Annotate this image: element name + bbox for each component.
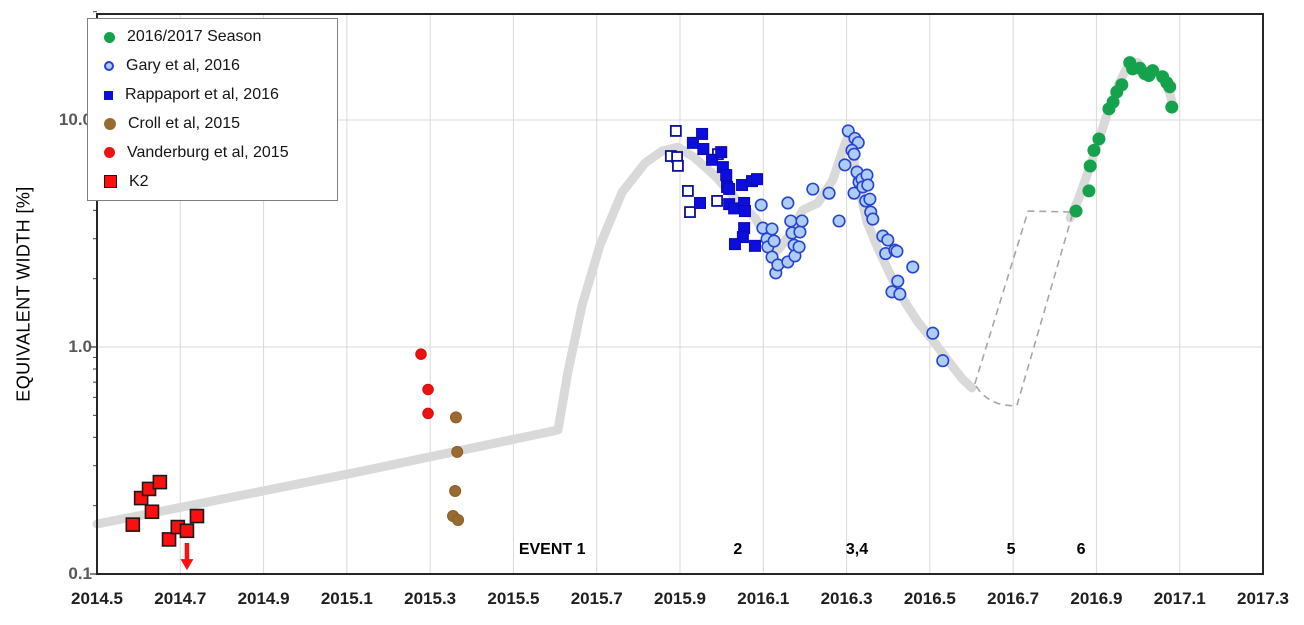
data-point (891, 274, 905, 288)
data-point (452, 513, 465, 526)
data-point (669, 125, 682, 137)
data-point (754, 198, 768, 212)
data-point (693, 196, 706, 209)
data-point (728, 202, 741, 215)
data-point (751, 173, 764, 186)
data-point (1082, 184, 1096, 198)
data-point (847, 147, 861, 161)
data-point (832, 214, 846, 228)
series-vanderburg-et-al-2015 (415, 348, 434, 420)
data-point (152, 474, 168, 490)
data-point (720, 169, 733, 182)
data-point (706, 153, 719, 166)
data-point (715, 146, 728, 159)
trend-band (92, 58, 1177, 529)
data-point (784, 214, 798, 228)
data-point (736, 179, 749, 192)
data-point (696, 127, 709, 140)
series-gary-et-al-2016 (754, 124, 950, 368)
data-point (863, 192, 877, 206)
data-point (748, 239, 761, 252)
data-point (881, 233, 895, 247)
series-croll-et-al-2015 (447, 411, 465, 526)
data-point (738, 205, 751, 218)
data-point (781, 196, 795, 210)
data-point (847, 186, 861, 200)
series-2016-2017-season (1069, 56, 1179, 218)
data-point (1092, 132, 1106, 146)
data-point (684, 206, 696, 218)
data-point (189, 508, 205, 524)
data-point (792, 240, 806, 254)
data-point (1163, 80, 1177, 94)
data-point (906, 260, 920, 274)
series-rappaport-et-al-2016 (686, 127, 764, 252)
data-point (728, 238, 741, 251)
data-point (1115, 78, 1129, 92)
data-point (936, 354, 950, 368)
data-point (767, 234, 781, 248)
data-point (161, 532, 177, 547)
data-point (449, 411, 462, 424)
data-point (1087, 143, 1101, 157)
data-point (890, 244, 904, 258)
data-point (736, 231, 749, 244)
data-point (765, 222, 779, 236)
data-point (415, 348, 427, 360)
upper-limit-arrow (180, 542, 194, 571)
data-point (806, 182, 820, 196)
data-point (723, 182, 736, 195)
data-point (449, 485, 462, 498)
data-point (893, 287, 907, 301)
data-point (1069, 204, 1083, 218)
plot-border (96, 13, 1264, 575)
data-point (179, 523, 195, 539)
data-point (838, 158, 852, 172)
data-point (822, 186, 836, 200)
data-point (144, 504, 160, 520)
data-point (672, 159, 684, 172)
data-point (422, 383, 434, 396)
data-point (451, 445, 464, 458)
data-point (793, 225, 807, 239)
data-point (926, 326, 940, 340)
data-point (861, 178, 875, 192)
dashed-region (974, 210, 1075, 407)
data-point (1165, 100, 1179, 114)
data-point (866, 212, 880, 226)
data-point (422, 407, 434, 420)
series-k2 (125, 474, 205, 547)
data-point (1083, 159, 1097, 173)
data-point (1146, 64, 1160, 78)
data-point (1106, 95, 1120, 109)
y-axis-ticks (90, 11, 97, 575)
data-point (795, 214, 809, 228)
data-point (711, 195, 723, 207)
data-point (682, 185, 694, 197)
data-point (686, 136, 699, 149)
gridlines (97, 14, 1263, 574)
data-point (125, 517, 141, 532)
data-point (697, 143, 710, 156)
